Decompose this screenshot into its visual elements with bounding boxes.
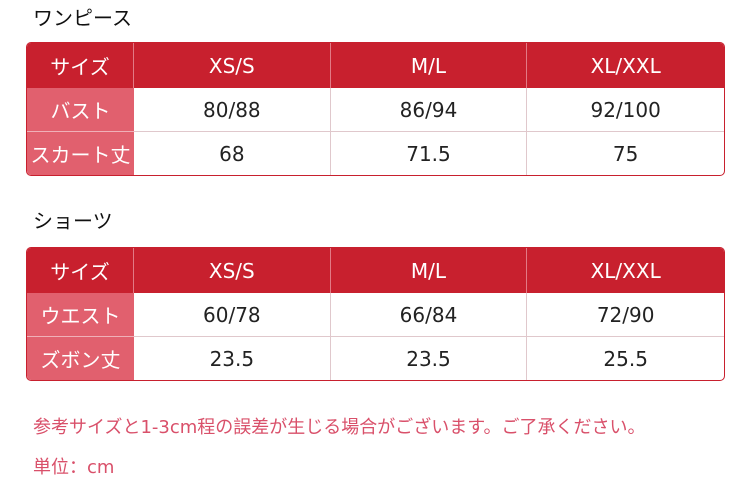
header-cell: M/L (330, 248, 528, 293)
header-cell: XL/XXL (527, 43, 724, 88)
row-label: バスト (27, 88, 134, 132)
cell: 86/94 (330, 88, 528, 132)
cell: 92/100 (527, 88, 724, 132)
cell: 72/90 (527, 293, 724, 337)
cell: 23.5 (331, 337, 528, 380)
cell: 68 (134, 132, 331, 175)
header-cell: XS/S (134, 43, 331, 88)
cell: 71.5 (331, 132, 528, 175)
row-label: ズボン丈 (27, 337, 134, 380)
cell: 75 (612, 141, 639, 166)
header-cell: M/L (330, 43, 528, 88)
table-row: ウエスト 60/78 66/84 72/90 (27, 293, 724, 337)
cell: 60/78 (134, 293, 331, 337)
table-row: ズボン丈 23.5 23.5 25.5 (27, 337, 724, 380)
size-table-onepiece: サイズ XS/S M/L XL/XXL バスト 80/88 86/94 92/100 スカー… (26, 42, 725, 176)
size-table-shorts: サイズ XS/S M/L XL/XXL ウエスト 60/78 66/84 72/90 ズボン… (26, 247, 725, 381)
row-label: ウエスト (27, 293, 134, 337)
header-cell: XS/S (134, 248, 331, 293)
table-row: スカート丈 68 71.5 75 (27, 132, 724, 175)
cell: 80/88 (134, 88, 331, 132)
section-title: ショーツ (33, 209, 113, 233)
cell: 23.5 (134, 337, 331, 380)
cell: 25.5 (603, 346, 648, 371)
section-title: ワンピース (33, 6, 132, 30)
unit-note: 単位：cm (33, 457, 115, 478)
row-label: スカート丈 (27, 132, 134, 175)
header-cell: サイズ (27, 248, 134, 293)
header-cell: サイズ (27, 43, 134, 88)
header-cell: XL/XXL (527, 248, 724, 293)
cell: 66/84 (330, 293, 528, 337)
table-row: バスト 80/88 86/94 92/100 (27, 88, 724, 132)
size-note: 参考サイズと1-3cm程の誤差が生じる場合がございます。ご了承ください。 (33, 417, 646, 438)
